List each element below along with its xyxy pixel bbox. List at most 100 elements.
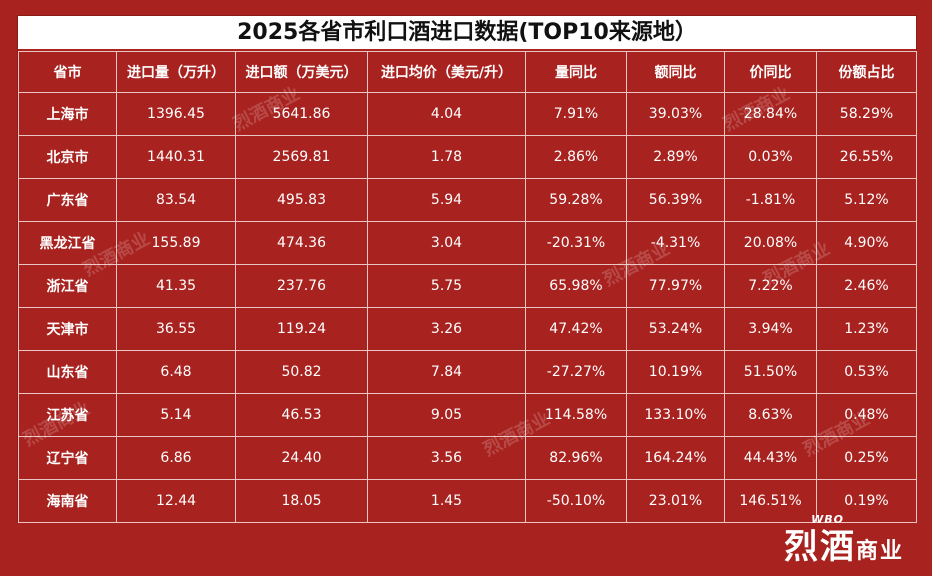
cell-value-yoy: 39.03% <box>626 92 725 136</box>
table-row: 辽宁省 6.86 24.40 3.56 82.96% 164.24% 44.43% 0.25% <box>18 436 917 480</box>
cell-province: 山东省 <box>18 350 117 394</box>
cell-volume-yoy: -20.31% <box>525 221 627 265</box>
cell-province: 辽宁省 <box>18 436 117 480</box>
cell-avg-price: 9.05 <box>367 393 526 437</box>
cell-value: 18.05 <box>235 479 368 523</box>
table-row: 浙江省 41.35 237.76 5.75 65.98% 77.97% 7.22% 2.46% <box>18 264 917 308</box>
cell-share: 0.19% <box>816 479 917 523</box>
cell-province: 江苏省 <box>18 393 117 437</box>
table-row: 天津市 36.55 119.24 3.26 47.42% 53.24% 3.94% 1.23% <box>18 307 917 351</box>
header-volume-yoy: 量同比 <box>525 51 627 93</box>
cell-volume-yoy: 59.28% <box>525 178 627 222</box>
cell-price-yoy: 3.94% <box>724 307 817 351</box>
table-row: 上海市 1396.45 5641.86 4.04 7.91% 39.03% 28.84% 58… <box>18 92 917 136</box>
cell-share: 0.25% <box>816 436 917 480</box>
cell-volume: 155.89 <box>116 221 236 265</box>
table-row: 广东省 83.54 495.83 5.94 59.28% 56.39% -1.81% 5.12… <box>18 178 917 222</box>
cell-volume-yoy: 82.96% <box>525 436 627 480</box>
import-data-table: 省市 进口量（万升） 进口额（万美元） 进口均价（美元/升） 量同比 额同比 价… <box>18 51 917 523</box>
cell-price-yoy: 20.08% <box>724 221 817 265</box>
cell-avg-price: 3.56 <box>367 436 526 480</box>
header-avg-price: 进口均价（美元/升） <box>367 51 526 93</box>
cell-value: 495.83 <box>235 178 368 222</box>
header-value-yoy: 额同比 <box>626 51 725 93</box>
cell-share: 5.12% <box>816 178 917 222</box>
cell-avg-price: 5.75 <box>367 264 526 308</box>
cell-avg-price: 3.26 <box>367 307 526 351</box>
data-table-frame: 2025各省市利口酒进口数据(TOP10来源地） 省市 进口量（万升） 进口额（… <box>17 15 917 523</box>
cell-share: 2.46% <box>816 264 917 308</box>
cell-volume: 1396.45 <box>116 92 236 136</box>
cell-value-yoy: -4.31% <box>626 221 725 265</box>
table-title: 2025各省市利口酒进口数据(TOP10来源地） <box>18 16 916 51</box>
cell-volume-yoy: 47.42% <box>525 307 627 351</box>
cell-province: 浙江省 <box>18 264 117 308</box>
cell-avg-price: 4.04 <box>367 92 526 136</box>
cell-volume: 36.55 <box>116 307 236 351</box>
table-row: 江苏省 5.14 46.53 9.05 114.58% 133.10% 8.63% 0.48% <box>18 393 917 437</box>
cell-value-yoy: 53.24% <box>626 307 725 351</box>
cell-share: 0.48% <box>816 393 917 437</box>
brand-tag: WBO <box>811 513 844 526</box>
cell-province: 北京市 <box>18 135 117 179</box>
cell-value: 237.76 <box>235 264 368 308</box>
brand-sub: 商业 <box>855 539 904 564</box>
cell-volume: 5.14 <box>116 393 236 437</box>
cell-value: 46.53 <box>235 393 368 437</box>
cell-price-yoy: 28.84% <box>724 92 817 136</box>
cell-volume: 41.35 <box>116 264 236 308</box>
cell-volume: 6.86 <box>116 436 236 480</box>
table-body: 上海市 1396.45 5641.86 4.04 7.91% 39.03% 28.84% 58… <box>18 92 917 523</box>
cell-value-yoy: 10.19% <box>626 350 725 394</box>
cell-volume: 1440.31 <box>116 135 236 179</box>
cell-volume: 6.48 <box>116 350 236 394</box>
cell-volume-yoy: 114.58% <box>525 393 627 437</box>
header-volume: 进口量（万升） <box>116 51 236 93</box>
cell-price-yoy: -1.81% <box>724 178 817 222</box>
cell-value: 5641.86 <box>235 92 368 136</box>
cell-price-yoy: 146.51% <box>724 479 817 523</box>
cell-avg-price: 5.94 <box>367 178 526 222</box>
cell-avg-price: 1.45 <box>367 479 526 523</box>
header-price-yoy: 价同比 <box>724 51 817 93</box>
table-row: 海南省 12.44 18.05 1.45 -50.10% 23.01% 146.51% 0.1… <box>18 479 917 523</box>
cell-value: 24.40 <box>235 436 368 480</box>
cell-province: 海南省 <box>18 479 117 523</box>
table-header: 省市 进口量（万升） 进口额（万美元） 进口均价（美元/升） 量同比 额同比 价… <box>18 51 917 93</box>
cell-share: 4.90% <box>816 221 917 265</box>
brand-main: 烈酒 <box>783 527 856 567</box>
cell-volume-yoy: -50.10% <box>525 479 627 523</box>
cell-share: 58.29% <box>816 92 917 136</box>
cell-value-yoy: 77.97% <box>626 264 725 308</box>
cell-volume: 12.44 <box>116 479 236 523</box>
cell-volume-yoy: 2.86% <box>525 135 627 179</box>
cell-province: 天津市 <box>18 307 117 351</box>
cell-price-yoy: 44.43% <box>724 436 817 480</box>
cell-value: 474.36 <box>235 221 368 265</box>
cell-avg-price: 1.78 <box>367 135 526 179</box>
header-province: 省市 <box>18 51 117 93</box>
cell-value-yoy: 23.01% <box>626 479 725 523</box>
cell-province: 上海市 <box>18 92 117 136</box>
cell-price-yoy: 7.22% <box>724 264 817 308</box>
cell-value-yoy: 56.39% <box>626 178 725 222</box>
header-share: 份额占比 <box>816 51 917 93</box>
cell-price-yoy: 51.50% <box>724 350 817 394</box>
cell-volume-yoy: 7.91% <box>525 92 627 136</box>
cell-price-yoy: 0.03% <box>724 135 817 179</box>
cell-value-yoy: 133.10% <box>626 393 725 437</box>
brand-logo: WBO 烈酒商业 <box>783 513 904 568</box>
cell-share: 1.23% <box>816 307 917 351</box>
header-row: 省市 进口量（万升） 进口额（万美元） 进口均价（美元/升） 量同比 额同比 价… <box>18 51 917 93</box>
cell-province: 广东省 <box>18 178 117 222</box>
table-row: 北京市 1440.31 2569.81 1.78 2.86% 2.89% 0.03% 26.5… <box>18 135 917 179</box>
cell-volume: 83.54 <box>116 178 236 222</box>
cell-province: 黑龙江省 <box>18 221 117 265</box>
header-value: 进口额（万美元） <box>235 51 368 93</box>
cell-share: 0.53% <box>816 350 917 394</box>
cell-value-yoy: 164.24% <box>626 436 725 480</box>
cell-volume-yoy: -27.27% <box>525 350 627 394</box>
cell-value: 50.82 <box>235 350 368 394</box>
cell-avg-price: 3.04 <box>367 221 526 265</box>
cell-avg-price: 7.84 <box>367 350 526 394</box>
